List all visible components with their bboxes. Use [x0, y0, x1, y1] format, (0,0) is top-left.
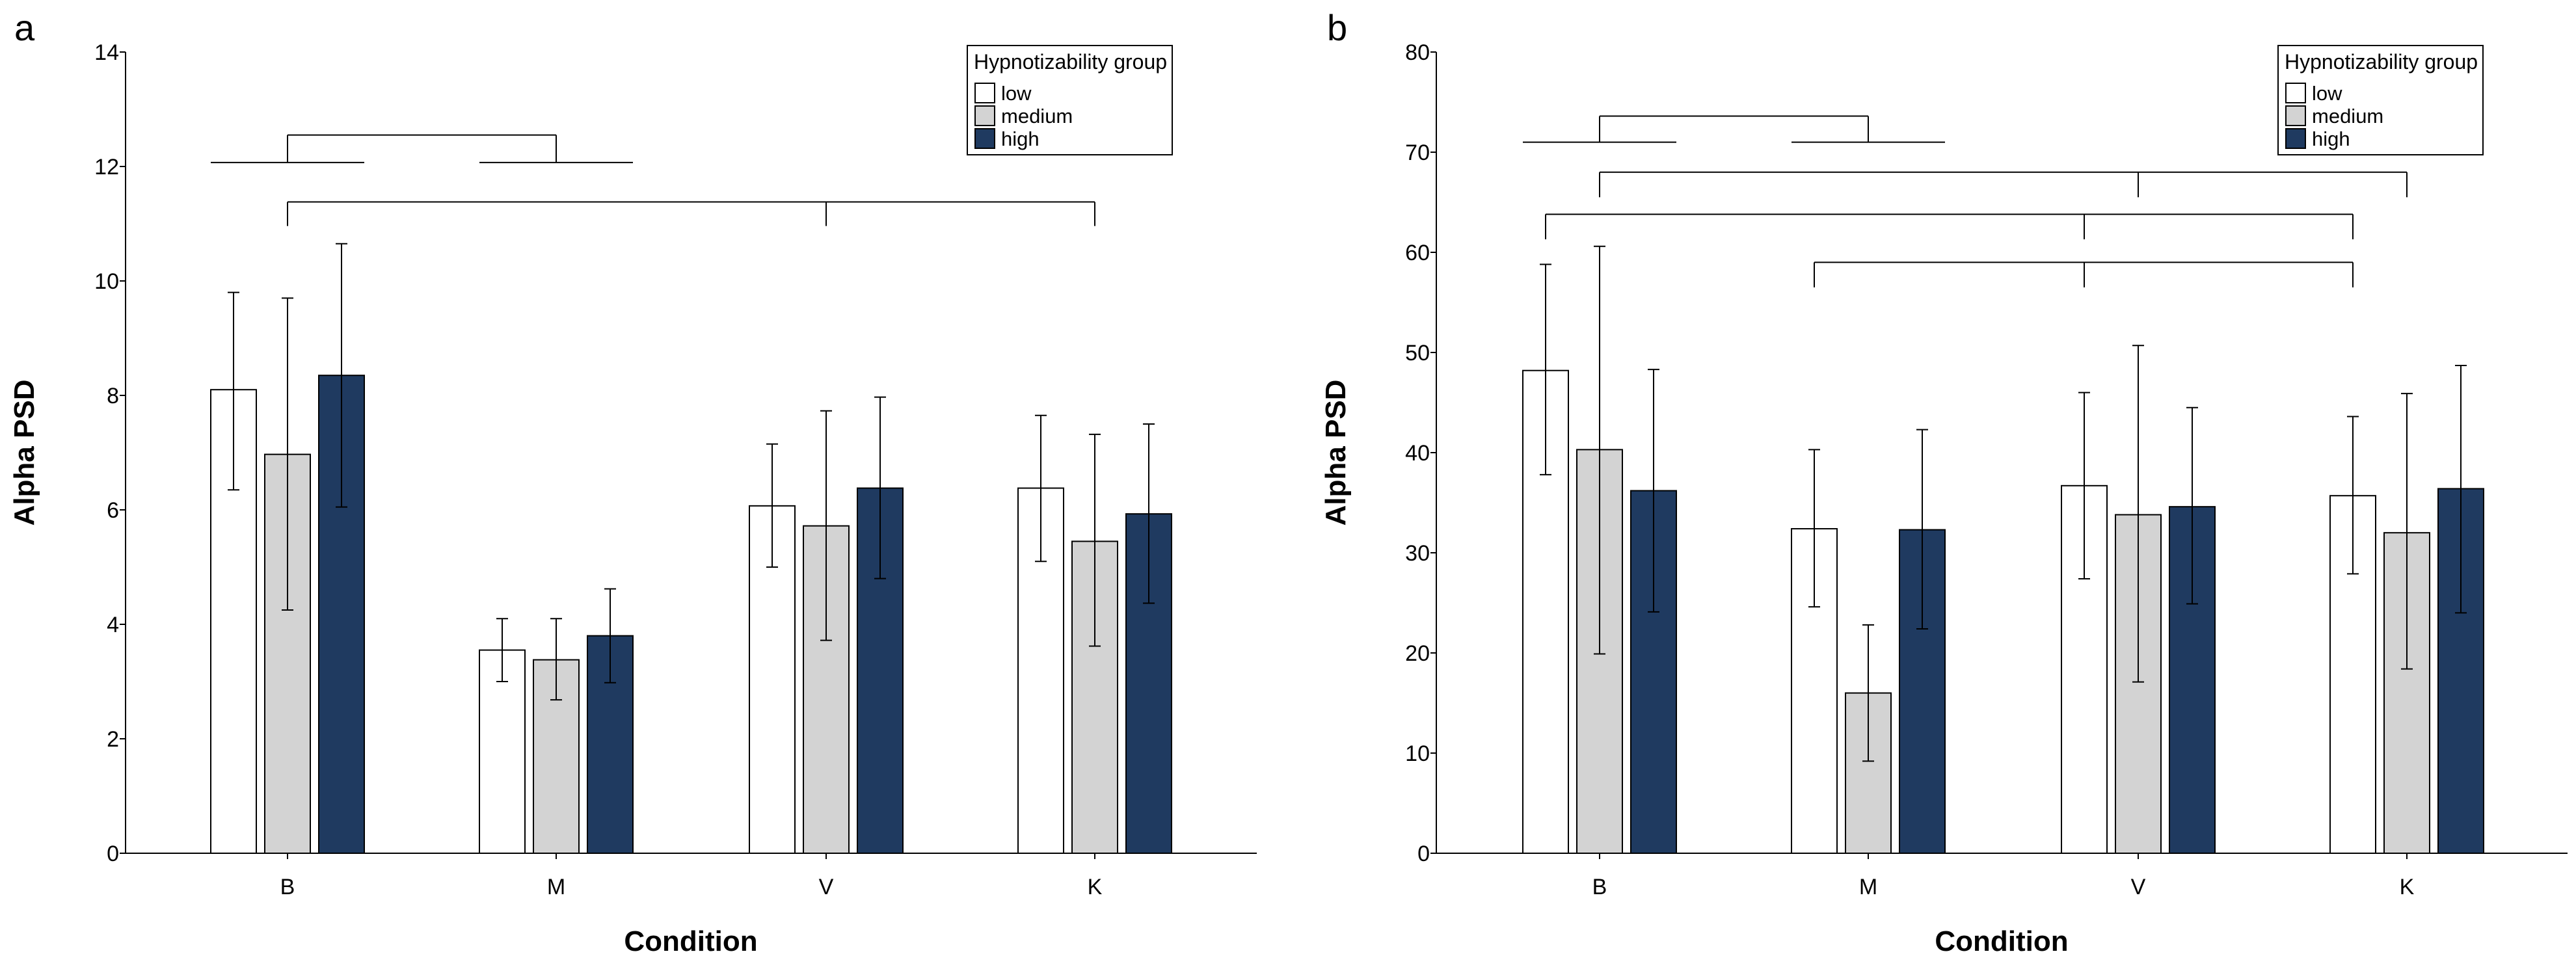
x-tick-label: V: [819, 875, 834, 899]
bar-low-M: [1791, 528, 1838, 854]
y-tick-label: 50: [1405, 341, 1430, 365]
x-axis-title: Condition: [1935, 925, 2068, 957]
legend-title: Hypnotizability group: [974, 50, 1167, 73]
x-tick-label: B: [1592, 875, 1607, 899]
y-tick-label: 14: [94, 40, 119, 65]
x-tick-label: K: [1088, 875, 1103, 899]
y-tick-label: 60: [1405, 241, 1430, 265]
legend-label-high: high: [1001, 127, 1040, 150]
y-tick-label: 2: [107, 727, 119, 752]
y-tick-label: 0: [107, 842, 119, 866]
y-tick-label: 4: [107, 613, 119, 637]
bar-low-M: [479, 649, 526, 854]
legend-swatch-medium: [974, 105, 995, 126]
legend-title: Hypnotizability group: [2285, 50, 2478, 73]
legend-label-medium: medium: [1001, 105, 1073, 127]
legend-box: [2277, 45, 2484, 155]
y-axis-title: Alpha PSD: [8, 380, 40, 526]
x-tick-label: M: [1859, 875, 1877, 899]
legend-swatch-high: [974, 128, 995, 149]
legend-label-low: low: [2312, 82, 2342, 105]
legend-swatch-low: [974, 83, 995, 103]
panel-letter-b: b: [1327, 7, 1347, 48]
x-axis-title: Condition: [624, 925, 757, 957]
y-tick-label: 80: [1405, 40, 1430, 65]
y-tick-label: 10: [1405, 741, 1430, 766]
y-axis-title: Alpha PSD: [1320, 380, 1352, 526]
legend-label-low: low: [1001, 82, 1032, 105]
legend-swatch-low: [2285, 83, 2306, 103]
panel-letter-a: a: [14, 7, 35, 48]
x-tick-label: M: [547, 875, 565, 899]
legend-label-high: high: [2312, 127, 2350, 150]
legend-swatch-medium: [2285, 105, 2306, 126]
y-tick-label: 20: [1405, 641, 1430, 666]
legend-box: [967, 45, 1173, 155]
x-tick-label: V: [2131, 875, 2146, 899]
y-tick-label: 30: [1405, 541, 1430, 566]
y-tick-label: 6: [107, 498, 119, 523]
y-tick-label: 10: [94, 269, 119, 294]
y-tick-label: 12: [94, 155, 119, 179]
y-tick-label: 70: [1405, 140, 1430, 165]
y-tick-label: 40: [1405, 441, 1430, 466]
legend-label-medium: medium: [2312, 105, 2383, 127]
bar-medium-K: [2383, 532, 2430, 854]
y-tick-label: 0: [1417, 842, 1430, 866]
legend-swatch-high: [2285, 128, 2306, 149]
x-tick-label: K: [2400, 875, 2415, 899]
panel-b: b 0 10 20 30 40 50 60 70 80 B M V K Condition Alpha PS…: [1320, 7, 2568, 957]
x-tick-label: B: [280, 875, 295, 899]
y-tick-label: 8: [107, 384, 119, 408]
panel-a: a 0 2 4 6 8 10 12 14 B M V K Condition Alpha PSD Hypno…: [8, 7, 1257, 957]
